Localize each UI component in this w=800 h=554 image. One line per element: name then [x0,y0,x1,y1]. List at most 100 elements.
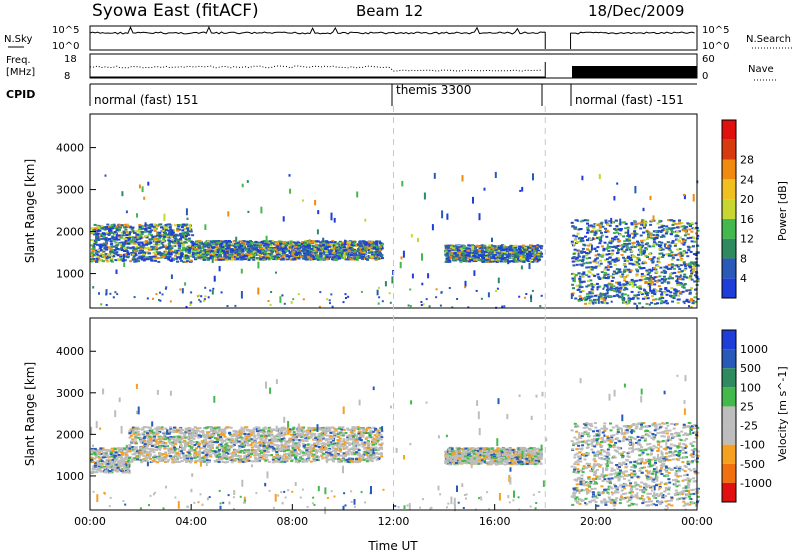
echo-cell [485,256,489,259]
echo-cell [105,242,108,245]
echo-cell [304,256,308,259]
echo-cell [678,248,682,251]
echo-cell [214,258,218,261]
echo-cell [339,255,343,257]
echo-cell [604,284,608,287]
echo-cell [570,242,574,245]
echo-cell [92,258,96,260]
echo-cell [477,249,481,252]
echo-cell [217,246,221,249]
echo-cell [633,294,637,297]
echo-cell [287,243,291,246]
echo-cell [317,210,320,215]
echo-cell [249,246,253,249]
echo-cell [696,298,700,300]
echo-cell [624,301,628,304]
echo-cell [170,274,173,280]
echo-cell [573,227,577,230]
echo-cell [604,227,607,230]
echo-cell [646,294,649,297]
echo-cell [615,293,619,296]
echo-cell [91,457,94,460]
echo-cell [155,241,159,244]
echo-cell [370,255,374,258]
echo-cell [623,257,627,260]
echo-cell [586,226,590,229]
echo-cell [147,252,151,255]
echo-cell [608,283,612,286]
echo-cell [342,250,346,253]
echo-cell [360,244,364,247]
echo-cell [581,260,584,263]
echo-cell [117,454,121,456]
echo-cell [481,260,485,263]
echo-cell [326,298,329,301]
echo-cell [325,255,329,258]
echo-cell [468,260,472,263]
echo-cell [147,248,151,251]
echo-cell [135,250,139,253]
echo-cell [637,253,640,256]
echo-cell [235,251,239,254]
echo-cell [653,302,657,305]
echo-cell [330,252,334,255]
echo-cell [681,238,685,241]
echo-cell [639,222,643,225]
echo-cell [614,246,618,249]
echo-cell [587,284,591,287]
echo-cell [181,236,184,239]
echo-cell [168,255,172,258]
echo-cell [630,280,634,283]
echo-cell [127,242,131,245]
echo-cell [525,250,529,253]
echo-cell [302,257,306,260]
echo-cell [237,246,241,249]
echo-cell [497,277,500,284]
echo-cell [467,306,470,309]
echo-cell [156,239,160,242]
echo-cell [171,244,175,247]
echo-cell [183,231,187,234]
echo-cell [146,234,150,237]
echo-cell [107,233,111,236]
echo-cell [195,242,199,244]
echo-cell [267,257,271,260]
echo-cell [249,255,253,257]
echo-cell [109,251,113,254]
echo-cell [114,259,118,262]
echo-cell [513,253,517,255]
echo-cell [157,247,161,250]
echo-cell [683,193,685,197]
echo-cell [111,237,115,239]
echo-cell [475,244,479,247]
echo-cell [483,187,486,191]
echo-cell [304,247,308,250]
echo-cell [633,280,637,283]
y-tick-label: 3000 [56,184,84,197]
echo-cell [362,252,366,255]
echo-cell [344,258,348,261]
echo-cell [534,260,538,262]
echo-cell [650,232,653,237]
echo-cell [609,260,613,263]
echo-cell [281,255,285,258]
echo-cell [635,263,639,266]
echo-cell [231,258,235,260]
echo-cell [487,292,490,298]
echo-cell [93,229,97,232]
echo-cell [267,241,271,244]
echo-cell [162,246,166,248]
echo-cell [204,224,207,230]
echo-cell [263,242,267,245]
echo-cell [331,305,334,308]
station-title: Syowa East (fitACF) [92,1,259,21]
echo-cell [600,271,604,274]
echo-cell [285,254,289,256]
echo-cell [174,249,177,252]
echo-cell [185,254,188,257]
echo-cell [364,248,368,251]
echo-cell [113,225,116,228]
echo-cell [144,222,147,227]
echo-cell [660,252,664,255]
echo-cell [602,298,606,301]
